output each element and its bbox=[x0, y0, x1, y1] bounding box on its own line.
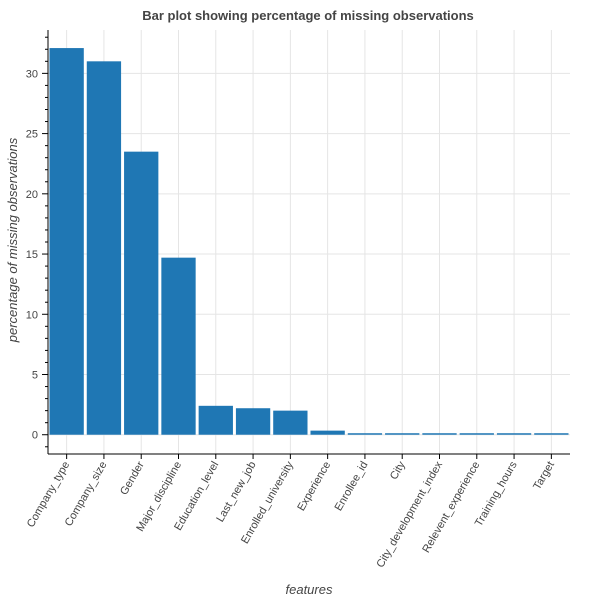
y-axis-label: percentage of missing observations bbox=[5, 137, 20, 343]
bar bbox=[161, 257, 196, 435]
x-tick-label: Target bbox=[531, 460, 557, 492]
x-tick-label: City bbox=[388, 459, 408, 482]
y-tick-label: 5 bbox=[32, 370, 38, 382]
bar bbox=[534, 433, 569, 435]
x-axis-label: features bbox=[286, 582, 333, 597]
x-tick-label: Experience bbox=[295, 460, 333, 514]
bar bbox=[422, 433, 457, 435]
bars bbox=[49, 48, 569, 435]
bar bbox=[310, 430, 345, 435]
bar bbox=[459, 433, 494, 435]
bar bbox=[273, 410, 308, 435]
bar bbox=[198, 405, 233, 435]
x-tick-label: Last_new_job bbox=[214, 460, 258, 525]
bar bbox=[347, 433, 383, 435]
chart-title: Bar plot showing percentage of missing o… bbox=[142, 8, 474, 23]
bar bbox=[124, 151, 159, 435]
axes bbox=[42, 30, 570, 459]
x-tick-label: Gender bbox=[118, 459, 147, 497]
bar bbox=[496, 433, 532, 435]
bar bbox=[49, 48, 84, 435]
bar bbox=[235, 408, 271, 435]
y-tick-label: 15 bbox=[26, 249, 38, 261]
bar bbox=[385, 433, 420, 435]
grid bbox=[48, 30, 570, 454]
y-tick-label: 10 bbox=[26, 309, 38, 321]
x-tick-label: Company_size bbox=[63, 460, 110, 529]
bar bbox=[86, 61, 122, 435]
y-tick-label: 20 bbox=[26, 189, 38, 201]
x-tick-label: Enrollee_id bbox=[333, 460, 371, 514]
y-tick-label: 0 bbox=[32, 430, 38, 442]
y-tick-label: 30 bbox=[26, 68, 38, 80]
x-tick-label: City_development_index bbox=[374, 459, 445, 570]
y-ticks: 0 5 10 15 20 25 30 bbox=[26, 68, 38, 441]
y-tick-label: 25 bbox=[26, 129, 38, 141]
